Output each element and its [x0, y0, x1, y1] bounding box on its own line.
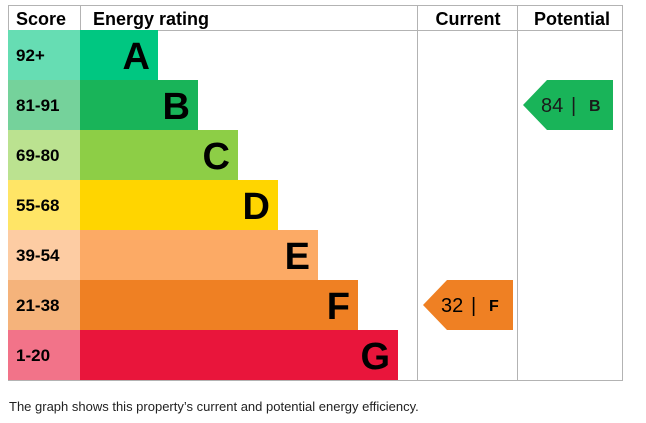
score-range-e: 39-54: [16, 246, 60, 265]
score-range-b: 81-91: [16, 96, 59, 115]
current-rating-arrow-shape: [423, 280, 513, 330]
potential-rating-arrow: 84 | B: [523, 80, 613, 130]
score-range-a: 92+: [16, 46, 45, 65]
potential-rating-arrow-letter: B: [589, 98, 601, 115]
rating-arrows: 32 | F 84 | B: [423, 80, 613, 330]
chart-caption: The graph shows this property’s current …: [9, 399, 419, 414]
band-bar-d: [80, 180, 278, 230]
score-range-c: 69-80: [16, 146, 59, 165]
header-potential: Potential: [534, 9, 610, 29]
rating-bands: 92+ A 81-91 B 69-80 C 55-68 D 39-54 E 21-38 F 1-20 G: [8, 30, 398, 380]
band-letter-g: G: [360, 336, 390, 378]
potential-rating-arrow-shape: [523, 80, 613, 130]
band-letter-b: B: [163, 86, 190, 128]
header-energy-rating: Energy rating: [93, 9, 209, 29]
score-cell-d: [8, 180, 80, 230]
score-cell-e: [8, 230, 80, 280]
band-bar-e: [80, 230, 318, 280]
score-cell-g: [8, 330, 80, 380]
score-cell-b: [8, 80, 80, 130]
band-bar-b: [80, 80, 198, 130]
current-rating-arrow-value: 32: [441, 295, 463, 317]
score-range-g: 1-20: [16, 346, 50, 365]
band-bar-g: [80, 330, 398, 380]
score-cell-c: [8, 130, 80, 180]
band-bar-f: [80, 280, 358, 330]
band-bar-a: [80, 30, 158, 80]
score-range-f: 21-38: [16, 296, 59, 315]
band-letter-d: D: [243, 186, 270, 228]
band-letter-e: E: [285, 236, 310, 278]
band-letter-a: A: [123, 36, 150, 78]
score-cell-f: [8, 280, 80, 330]
band-bar-c: [80, 130, 238, 180]
potential-rating-arrow-separator: |: [571, 95, 576, 117]
band-letter-c: C: [203, 136, 230, 178]
band-letter-f: F: [327, 286, 350, 328]
current-rating-arrow-separator: |: [471, 295, 476, 317]
header-score: Score: [16, 9, 66, 29]
current-rating-arrow-letter: F: [489, 298, 499, 315]
header-current: Current: [435, 9, 500, 29]
epc-chart: Score Energy rating Current Potential 92…: [8, 5, 623, 381]
score-cell-a: [8, 30, 80, 80]
potential-rating-arrow-value: 84: [541, 95, 563, 117]
current-rating-arrow: 32 | F: [423, 280, 513, 330]
score-range-d: 55-68: [16, 196, 59, 215]
